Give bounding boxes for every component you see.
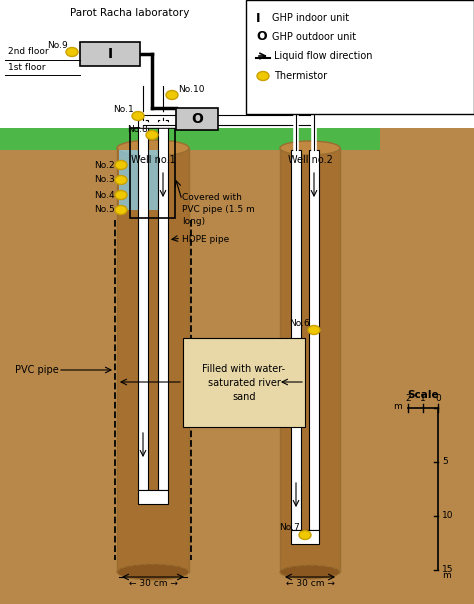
Polygon shape [280, 148, 340, 572]
Text: PVC pipe: PVC pipe [15, 365, 59, 375]
FancyBboxPatch shape [246, 0, 474, 114]
Text: Thermistor: Thermistor [274, 71, 327, 81]
Text: I: I [108, 47, 112, 61]
Text: No.1: No.1 [113, 106, 134, 115]
Polygon shape [0, 128, 474, 604]
Polygon shape [138, 490, 168, 504]
Polygon shape [138, 120, 148, 490]
Text: 1st floor: 1st floor [8, 63, 46, 72]
Polygon shape [291, 530, 319, 544]
Text: Well no.2: Well no.2 [288, 155, 332, 165]
Text: 10: 10 [442, 512, 454, 521]
Text: GHP outdoor unit: GHP outdoor unit [272, 32, 356, 42]
Ellipse shape [117, 564, 189, 580]
Text: Filled with water-
saturated river
sand: Filled with water- saturated river sand [202, 364, 285, 402]
Ellipse shape [132, 112, 144, 121]
Ellipse shape [280, 565, 340, 579]
Text: Scale: Scale [407, 390, 439, 400]
Ellipse shape [308, 326, 320, 335]
Text: No.8: No.8 [127, 126, 148, 135]
Polygon shape [309, 150, 319, 530]
Text: ← 30 cm →: ← 30 cm → [128, 579, 177, 588]
Ellipse shape [115, 190, 127, 199]
FancyBboxPatch shape [80, 42, 140, 66]
Text: Parot Racha laboratory: Parot Racha laboratory [70, 8, 190, 18]
Text: Liquid flow direction: Liquid flow direction [274, 51, 373, 61]
Ellipse shape [115, 176, 127, 184]
Text: No.3: No.3 [94, 176, 115, 184]
Text: m: m [442, 571, 451, 580]
Polygon shape [117, 148, 189, 572]
Text: 5: 5 [442, 457, 448, 466]
Text: I: I [256, 11, 261, 25]
Text: 15: 15 [442, 565, 454, 574]
FancyBboxPatch shape [176, 108, 218, 130]
Ellipse shape [66, 48, 78, 57]
Text: GHP indoor unit: GHP indoor unit [272, 13, 349, 23]
Ellipse shape [257, 71, 269, 80]
Text: No.10: No.10 [178, 86, 204, 94]
Text: m: m [393, 402, 402, 411]
FancyBboxPatch shape [183, 338, 305, 427]
Text: No.5: No.5 [94, 205, 115, 214]
Polygon shape [291, 150, 301, 530]
Text: No.6: No.6 [289, 318, 310, 327]
Text: No.7: No.7 [279, 524, 300, 533]
Text: 0: 0 [435, 394, 441, 403]
Text: No.4: No.4 [94, 190, 115, 199]
Text: O: O [256, 30, 266, 43]
Text: HDPE pipe: HDPE pipe [182, 235, 229, 244]
Text: ← 30 cm →: ← 30 cm → [285, 579, 335, 588]
Ellipse shape [280, 141, 340, 155]
Ellipse shape [117, 140, 189, 156]
Polygon shape [0, 0, 474, 128]
Text: No.2: No.2 [94, 161, 115, 170]
Text: O: O [191, 112, 203, 126]
Ellipse shape [146, 130, 158, 140]
Text: 1: 1 [420, 394, 426, 403]
Text: No.9: No.9 [47, 42, 68, 51]
Text: 2nd floor: 2nd floor [8, 48, 49, 57]
Polygon shape [158, 120, 168, 490]
Text: Well no.1: Well no.1 [131, 155, 175, 165]
Ellipse shape [166, 91, 178, 100]
Text: 2: 2 [405, 394, 411, 403]
Ellipse shape [115, 205, 127, 214]
Ellipse shape [115, 161, 127, 170]
Ellipse shape [299, 530, 311, 539]
Polygon shape [0, 128, 380, 150]
Polygon shape [119, 150, 158, 210]
Text: Covered with
PVC pipe (1.5 m
long): Covered with PVC pipe (1.5 m long) [182, 193, 255, 226]
